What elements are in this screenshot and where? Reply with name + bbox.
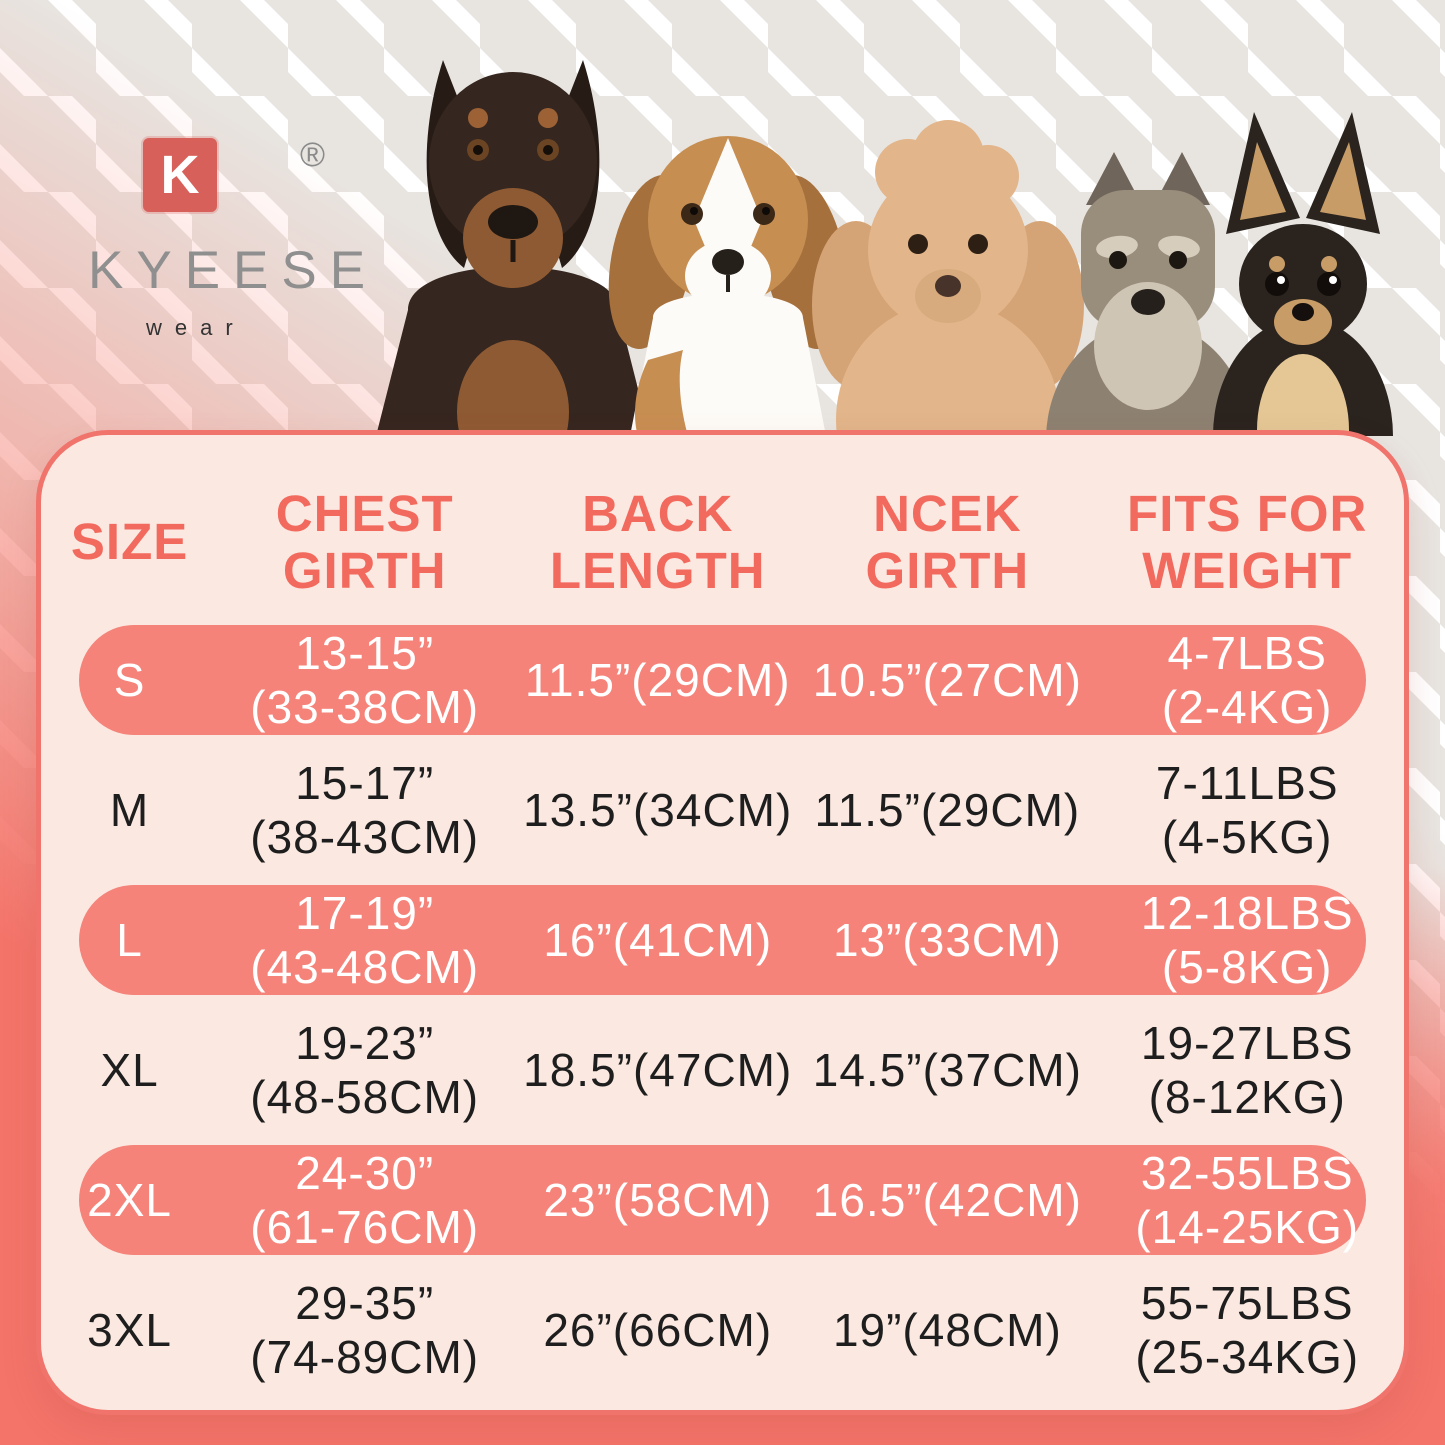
neck-value: 13”(33CM) <box>832 913 1062 966</box>
size-chart-body: S 13-15” (33-38CM) 11.5”(29CM) 10.5”(27C… <box>41 615 1404 1395</box>
size-value: M <box>109 783 150 836</box>
column-header-neck-girth: NCEK GIRTH <box>865 484 1030 599</box>
size-row-xl: XL 19-23” (48-58CM) 18.5”(47CM) 14.5”(37… <box>41 1005 1404 1135</box>
weight-value: 4-7LBS (2-4KG) <box>1161 626 1333 733</box>
size-row-s: S 13-15” (33-38CM) 11.5”(29CM) 10.5”(27C… <box>41 615 1404 745</box>
size-row-3xl: 3XL 29-35” (74-89CM) 26”(66CM) 19”(48CM)… <box>41 1265 1404 1395</box>
brand-logo-letter: K <box>160 145 200 205</box>
neck-value: 10.5”(27CM) <box>812 653 1082 706</box>
size-value: L <box>116 913 143 966</box>
size-chart-card: SIZE CHEST GIRTH BACK LENGTH NCEK GIRTH … <box>36 430 1409 1415</box>
schnauzer-dog-illustration <box>1046 152 1250 436</box>
weight-value: 32-55LBS (14-25KG) <box>1135 1146 1360 1253</box>
column-header-size: SIZE <box>70 513 189 571</box>
weight-value: 55-75LBS (25-34KG) <box>1135 1276 1360 1383</box>
weight-value: 7-11LBS (4-5KG) <box>1155 756 1339 863</box>
chest-value: 17-19” (43-48CM) <box>250 886 480 993</box>
brand-name: KYEESE <box>88 241 379 300</box>
neck-value: 16.5”(42CM) <box>812 1173 1082 1226</box>
column-header-chest-girth: CHEST GIRTH <box>275 484 454 599</box>
back-value: 13.5”(34CM) <box>523 783 793 836</box>
row-highlight-pill <box>79 885 1366 995</box>
neck-value: 11.5”(29CM) <box>814 783 1081 836</box>
brand-logo-mark: K <box>143 138 217 212</box>
registered-trademark-icon: ® <box>300 136 326 174</box>
weight-value: 19-27LBS (8-12KG) <box>1140 1016 1354 1123</box>
chihuahua-dog-illustration <box>1213 112 1393 436</box>
chest-value: 13-15” (33-38CM) <box>250 626 480 733</box>
brand-logo: K ® KYEESE wear <box>88 136 379 341</box>
back-value: 16”(41CM) <box>543 913 773 966</box>
poodle-dog-illustration <box>812 120 1084 436</box>
brand-logo-row: K ® <box>88 136 348 218</box>
size-value: S <box>113 653 146 706</box>
size-row-2xl: 2XL 24-30” (61-76CM) 23”(58CM) 16.5”(42C… <box>41 1135 1404 1265</box>
dogs-photo-row <box>376 60 1393 436</box>
row-highlight-pill <box>79 1145 1366 1255</box>
back-value: 23”(58CM) <box>543 1173 773 1226</box>
size-value: 2XL <box>87 1173 173 1226</box>
back-value: 18.5”(47CM) <box>523 1043 793 1096</box>
chest-value: 15-17” (38-43CM) <box>250 756 480 863</box>
chest-value: 24-30” (61-76CM) <box>250 1146 480 1253</box>
size-row-m: M 15-17” (38-43CM) 13.5”(34CM) 11.5”(29C… <box>41 745 1404 875</box>
neck-value: 14.5”(37CM) <box>812 1043 1082 1096</box>
neck-value: 19”(48CM) <box>832 1303 1062 1356</box>
doberman-dog-illustration <box>376 60 650 436</box>
weight-value: 12-18LBS (5-8KG) <box>1140 886 1354 993</box>
column-header-back-length: BACK LENGTH <box>549 484 766 599</box>
back-value: 26”(66CM) <box>543 1303 773 1356</box>
row-highlight-pill <box>79 625 1366 735</box>
brand-tagline: wear <box>146 315 246 340</box>
size-row-l: L 17-19” (43-48CM) 16”(41CM) 13”(33CM) 1… <box>41 875 1404 1005</box>
column-header-fits-weight: FITS FOR WEIGHT <box>1127 484 1368 599</box>
size-chart-header-row: SIZE CHEST GIRTH BACK LENGTH NCEK GIRTH … <box>41 471 1404 613</box>
size-value: XL <box>100 1043 159 1096</box>
back-value: 11.5”(29CM) <box>524 653 791 706</box>
chest-value: 19-23” (48-58CM) <box>250 1016 480 1123</box>
chest-value: 29-35” (74-89CM) <box>250 1276 480 1383</box>
size-value: 3XL <box>87 1303 173 1356</box>
